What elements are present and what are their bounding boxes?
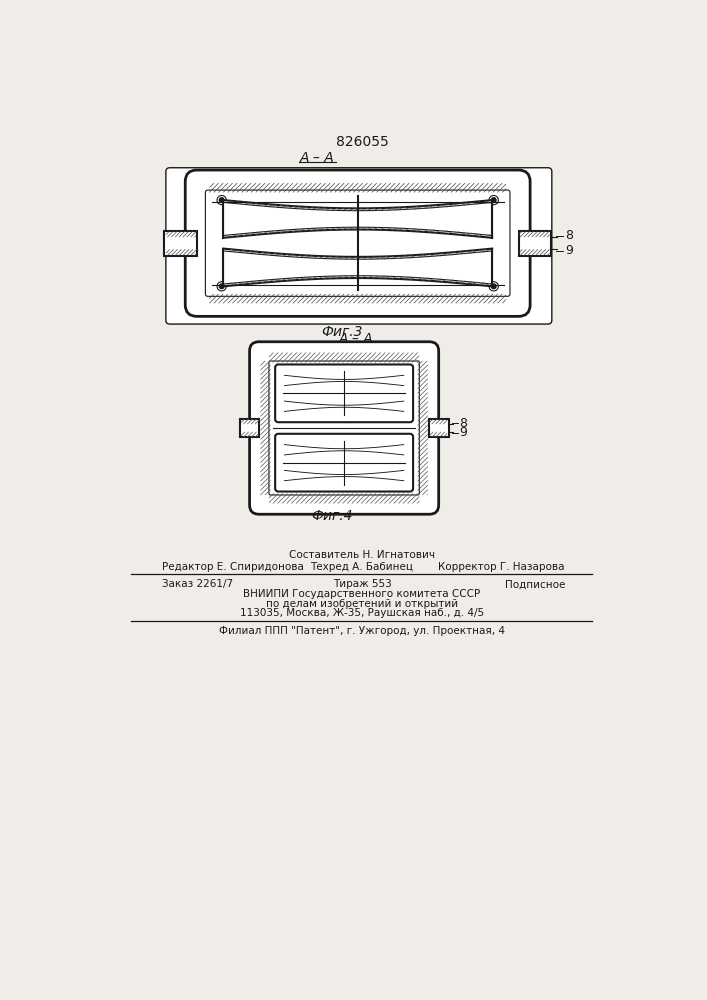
FancyBboxPatch shape (206, 190, 510, 296)
Circle shape (489, 282, 498, 291)
Text: Техред А. Бабинец: Техред А. Бабинец (310, 562, 414, 572)
Text: Составитель Н. Игнатович: Составитель Н. Игнатович (289, 550, 435, 560)
FancyBboxPatch shape (185, 170, 530, 316)
Text: по делам изобретений и открытий: по делам изобретений и открытий (266, 599, 458, 609)
FancyBboxPatch shape (166, 168, 552, 324)
Bar (429, 419, 449, 437)
Text: А – А: А – А (300, 151, 334, 165)
Circle shape (217, 195, 226, 205)
Text: 113035, Москва, Ж-35, Раушская наб., д. 4/5: 113035, Москва, Ж-35, Раушская наб., д. … (240, 608, 484, 618)
Polygon shape (223, 249, 492, 286)
Text: 9: 9 (460, 426, 467, 439)
Circle shape (219, 284, 224, 289)
Text: Редактор Е. Спиридонова: Редактор Е. Спиридонова (162, 562, 304, 572)
FancyBboxPatch shape (275, 364, 413, 422)
Text: 826055: 826055 (336, 135, 388, 149)
Circle shape (491, 284, 496, 289)
Text: Филиал ППП "Патент", г. Ужгород, ул. Проектная, 4: Филиал ППП "Патент", г. Ужгород, ул. Про… (219, 626, 505, 636)
Text: 8: 8 (565, 229, 573, 242)
Bar (518, 231, 551, 256)
Text: А – А: А – А (339, 332, 373, 346)
Circle shape (217, 282, 226, 291)
Text: Подписное: Подписное (505, 579, 565, 589)
Circle shape (491, 198, 496, 202)
FancyBboxPatch shape (250, 342, 438, 514)
Text: Тираж 553: Тираж 553 (332, 579, 392, 589)
Polygon shape (223, 200, 492, 238)
Text: 8: 8 (460, 417, 467, 430)
Circle shape (219, 198, 224, 202)
Text: 9: 9 (565, 244, 573, 257)
Text: ВНИИПИ Государственного комитета СССР: ВНИИПИ Государственного комитета СССР (243, 589, 481, 599)
Text: Заказ 2261/7: Заказ 2261/7 (162, 579, 233, 589)
Bar (164, 231, 197, 256)
Bar (240, 419, 259, 437)
Text: Корректор Г. Назарова: Корректор Г. Назарова (438, 562, 565, 572)
Circle shape (489, 195, 498, 205)
FancyBboxPatch shape (275, 434, 413, 492)
FancyBboxPatch shape (269, 361, 419, 495)
Text: Фиг.4: Фиг.4 (312, 509, 354, 523)
Text: Фиг.3: Фиг.3 (322, 325, 363, 339)
